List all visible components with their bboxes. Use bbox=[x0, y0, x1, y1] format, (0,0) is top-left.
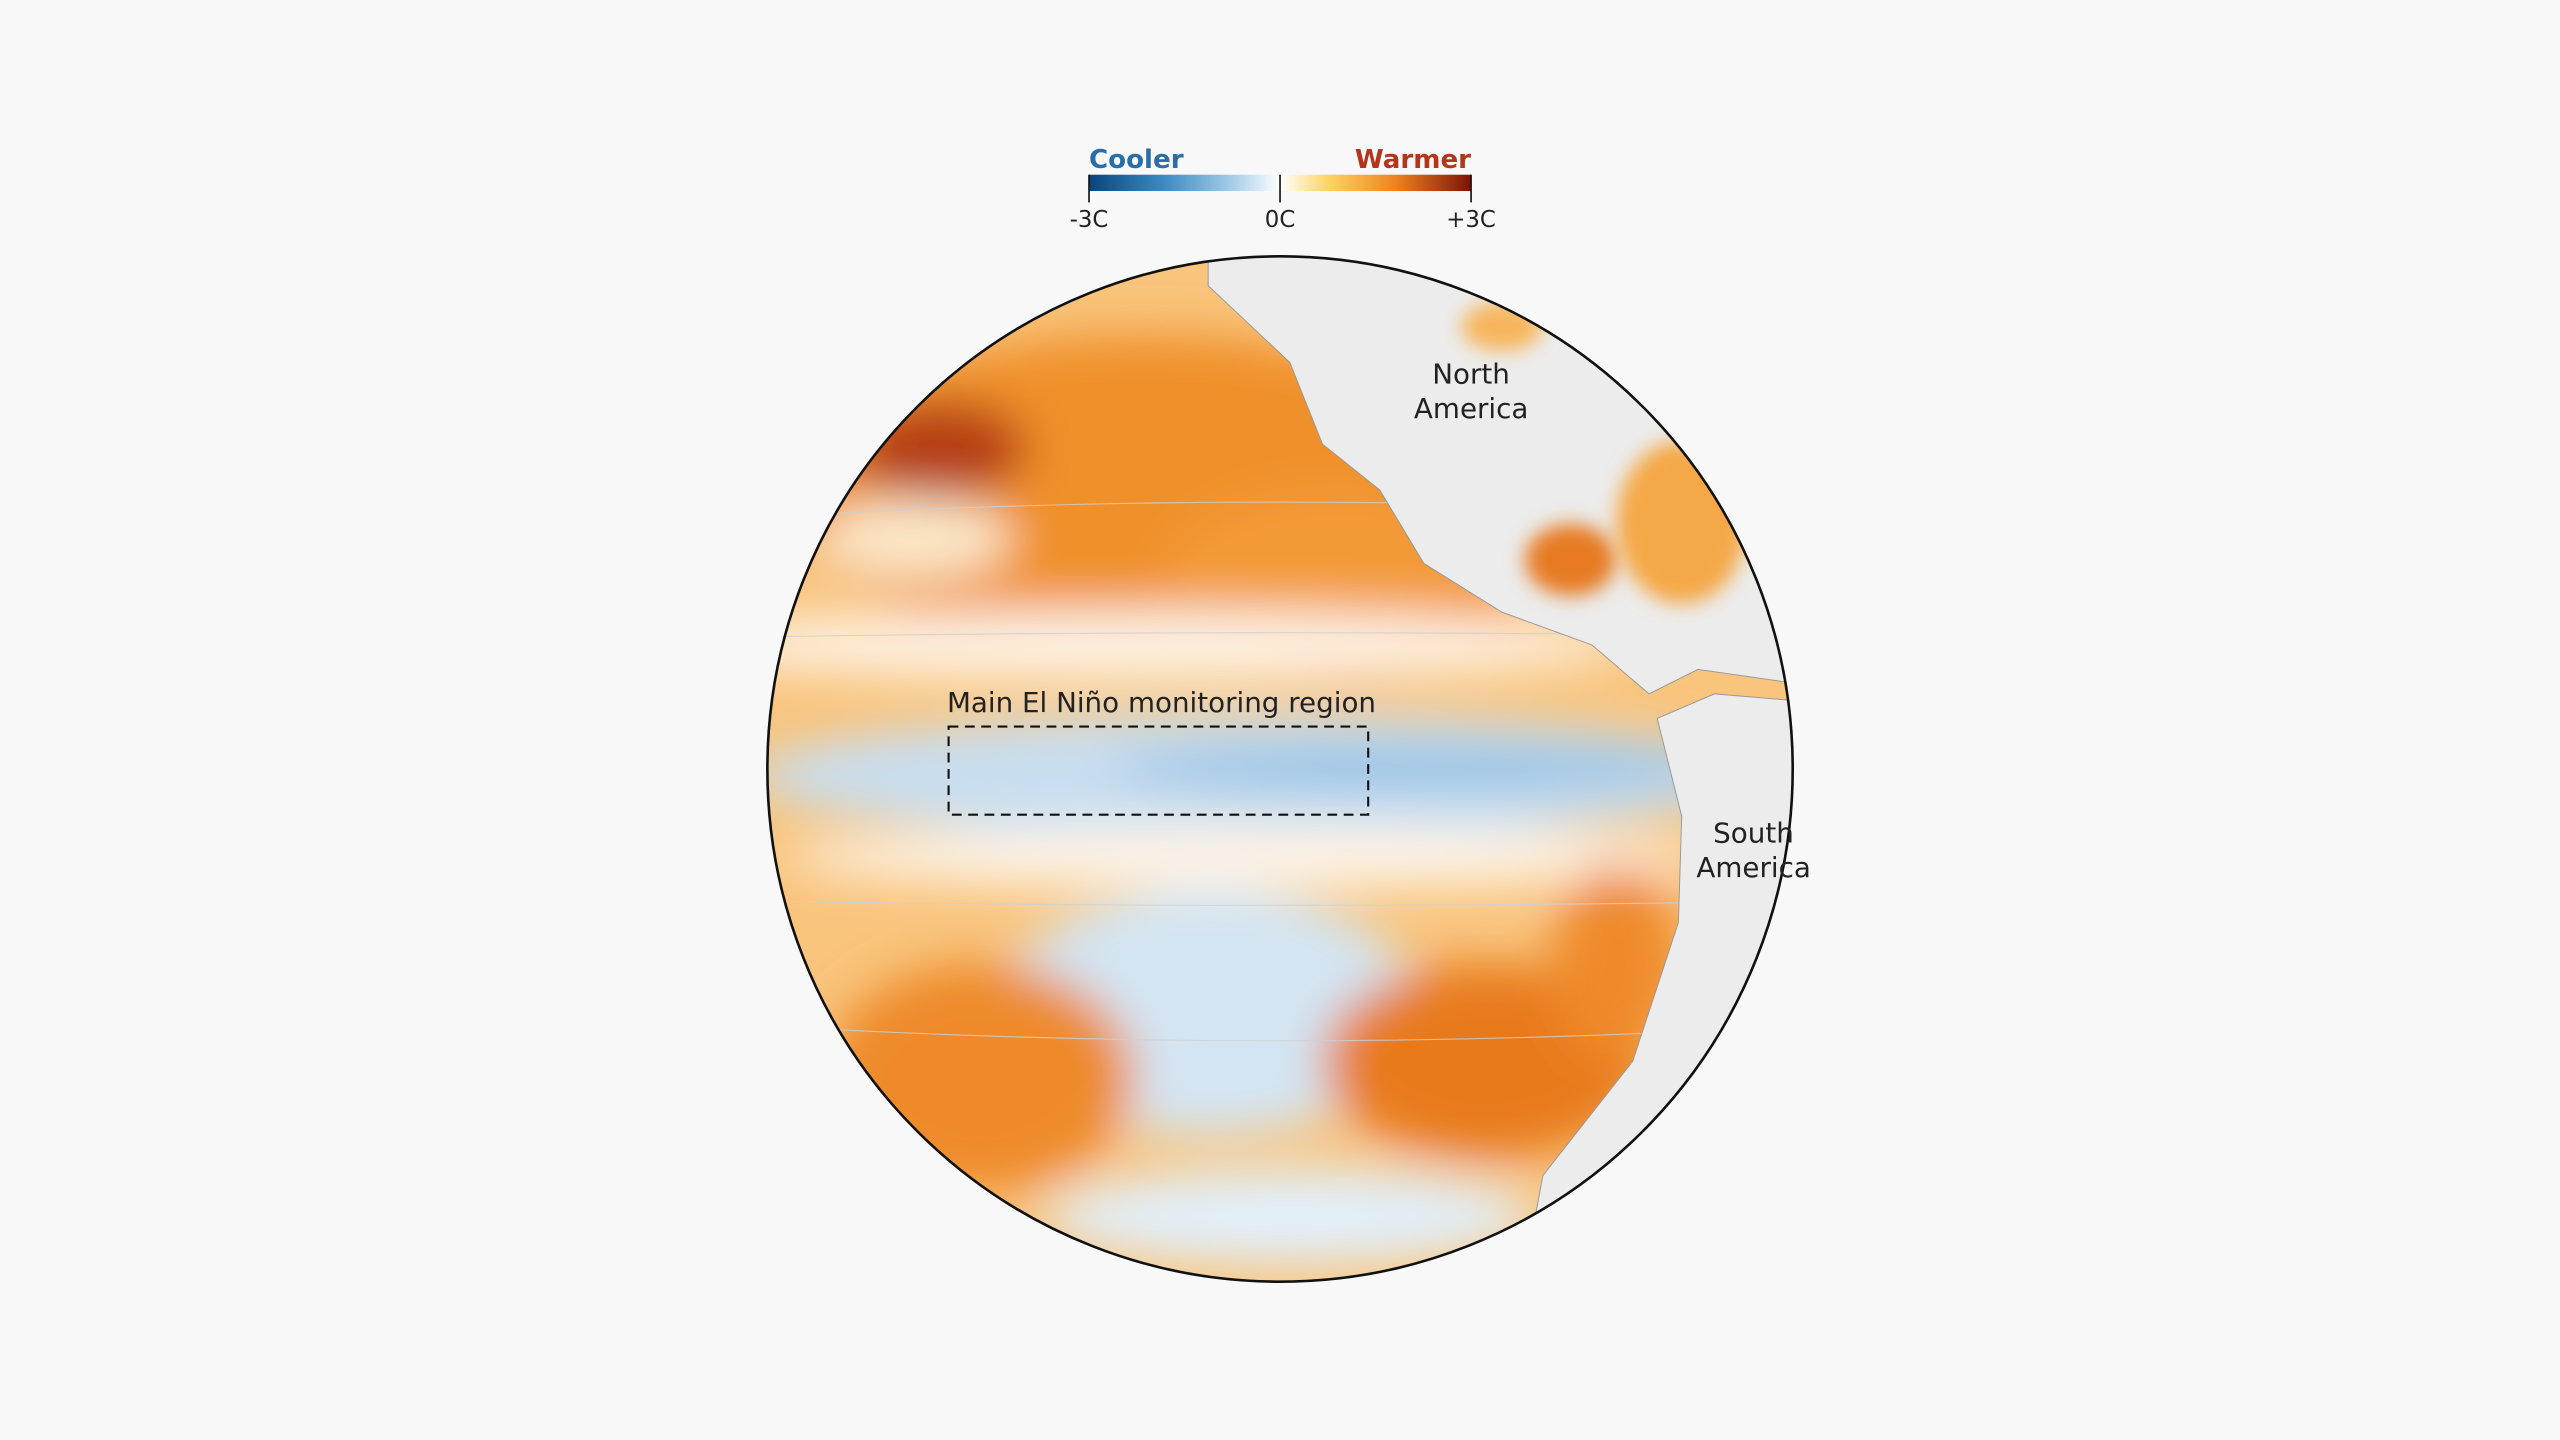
colorbar-ticks: -3C 0C +3C bbox=[1070, 174, 1496, 233]
south-america-box: South America bbox=[1696, 817, 1811, 885]
colorbar-tick-label: 0C bbox=[1265, 207, 1295, 233]
monitoring-region-box bbox=[947, 725, 1370, 816]
region-label: Main El Niño monitoring region bbox=[947, 686, 1376, 719]
colorbar-tick-label: +3C bbox=[1446, 207, 1496, 233]
north-america-label: North America bbox=[1413, 359, 1529, 427]
legend-high-label: Warmer bbox=[1355, 145, 1471, 175]
north-america-box: North America bbox=[1413, 359, 1529, 427]
south-america-label: South America bbox=[1696, 817, 1811, 885]
legend-low-label: Cooler bbox=[1089, 145, 1184, 175]
colorbar-tick-label: -3C bbox=[1070, 207, 1109, 233]
globe-outline bbox=[766, 255, 1795, 1283]
globe bbox=[767, 256, 1793, 1282]
map-root: Cooler Warmer -3C 0C +3C bbox=[766, 145, 1811, 1283]
